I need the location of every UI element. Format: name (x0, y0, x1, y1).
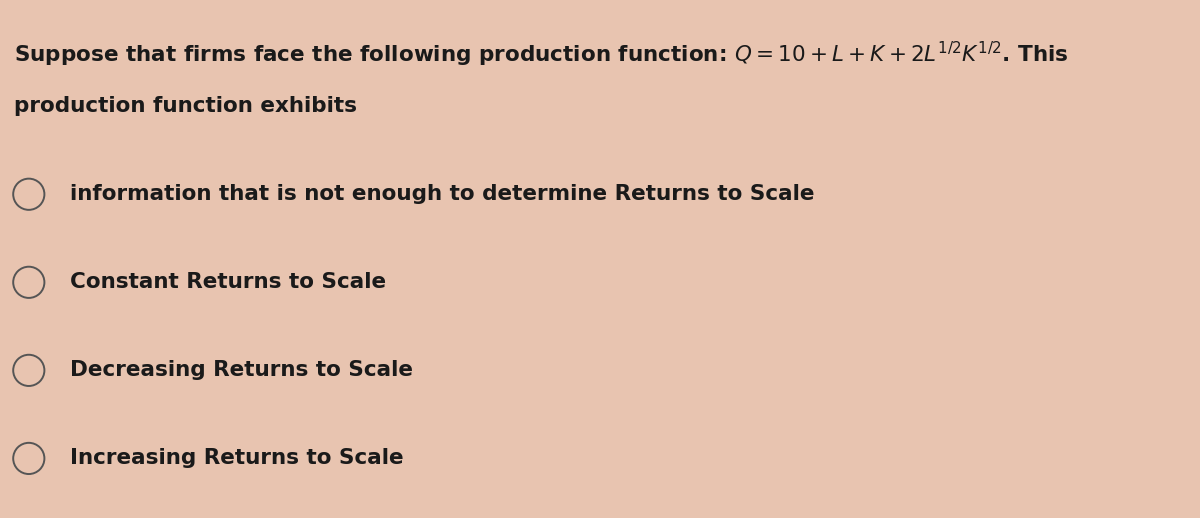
Text: Increasing Returns to Scale: Increasing Returns to Scale (70, 449, 403, 468)
Text: information that is not enough to determine Returns to Scale: information that is not enough to determ… (70, 184, 814, 204)
Text: Suppose that firms face the following production function: $Q = 10 + L + K + 2L^: Suppose that firms face the following pr… (14, 40, 1069, 69)
Text: Decreasing Returns to Scale: Decreasing Returns to Scale (70, 361, 413, 380)
Text: Constant Returns to Scale: Constant Returns to Scale (70, 272, 385, 292)
Text: production function exhibits: production function exhibits (14, 96, 358, 116)
